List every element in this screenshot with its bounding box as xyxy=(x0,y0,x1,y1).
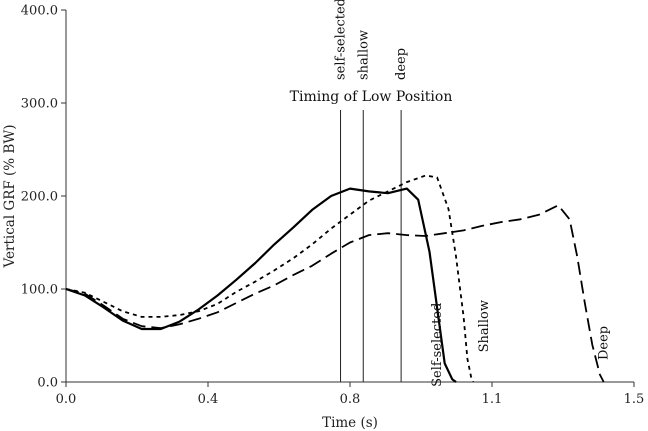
series-line-self-selected xyxy=(65,187,457,383)
series-line-deep xyxy=(65,204,605,383)
x-tick-label: 0.4 xyxy=(198,392,219,407)
marker-label-self-selected: self-selected xyxy=(334,0,349,80)
y-tick-label: 100.0 xyxy=(21,283,58,298)
y-tick-label: 0.0 xyxy=(37,376,58,391)
marker-label-shallow: shallow xyxy=(356,30,371,80)
y-tick-label: 300.0 xyxy=(21,97,58,112)
series-label-shallow: Shallow xyxy=(477,300,492,352)
y-tick-label: 200.0 xyxy=(21,190,58,205)
marker-group-title: Timing of Low Position xyxy=(290,89,453,105)
x-tick-label: 1.1 xyxy=(482,392,503,407)
x-tick-label: 1.5 xyxy=(624,392,645,407)
y-tick-label: 400.0 xyxy=(21,4,58,19)
series-line-shallow xyxy=(65,174,474,383)
series-label-self-selected: Self-selected xyxy=(430,303,445,387)
y-axis-title: Vertical GRF (% BW) xyxy=(2,125,18,269)
x-tick-label: 0.0 xyxy=(56,392,77,407)
x-tick-label: 0.8 xyxy=(340,392,361,407)
series-label-deep: Deep xyxy=(596,326,611,360)
marker-label-deep: deep xyxy=(394,48,409,80)
x-axis-title: Time (s) xyxy=(322,415,378,431)
